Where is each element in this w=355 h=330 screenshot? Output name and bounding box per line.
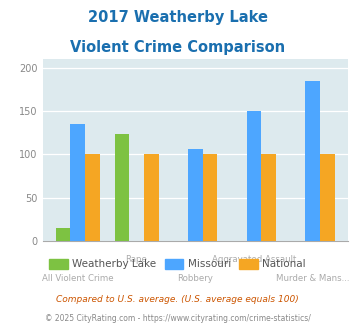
Text: 2017 Weatherby Lake: 2017 Weatherby Lake	[87, 10, 268, 25]
Bar	[144, 153, 159, 241]
Bar	[56, 228, 71, 241]
Bar	[85, 153, 100, 241]
Legend: Weatherby Lake, Missouri, National: Weatherby Lake, Missouri, National	[45, 255, 310, 274]
Text: Aggravated Assault: Aggravated Assault	[212, 255, 296, 264]
Text: Compared to U.S. average. (U.S. average equals 100): Compared to U.S. average. (U.S. average …	[56, 295, 299, 304]
Text: Rape: Rape	[126, 255, 147, 264]
Text: Murder & Mans...: Murder & Mans...	[276, 274, 349, 282]
Bar	[305, 81, 320, 241]
Text: All Violent Crime: All Violent Crime	[42, 274, 114, 282]
Text: Violent Crime Comparison: Violent Crime Comparison	[70, 40, 285, 54]
Bar	[115, 134, 129, 241]
Bar	[261, 153, 276, 241]
Bar	[320, 153, 335, 241]
Bar	[71, 124, 85, 241]
Bar	[203, 153, 217, 241]
Text: © 2025 CityRating.com - https://www.cityrating.com/crime-statistics/: © 2025 CityRating.com - https://www.city…	[45, 314, 310, 323]
Bar	[188, 149, 203, 241]
Text: Robbery: Robbery	[177, 274, 213, 282]
Bar	[247, 111, 261, 241]
